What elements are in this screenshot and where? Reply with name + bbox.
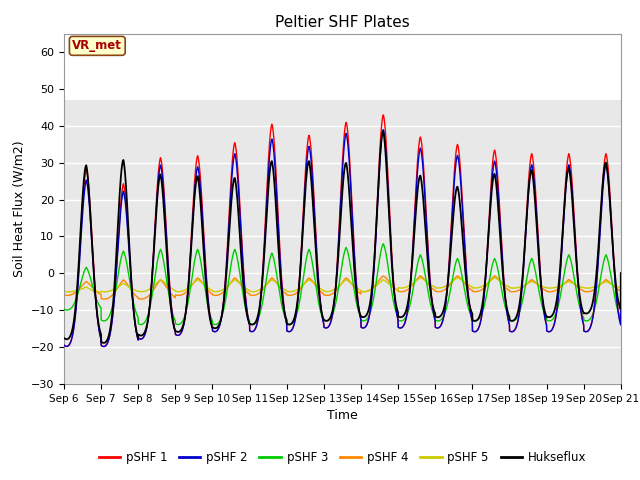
Y-axis label: Soil Heat Flux (W/m2): Soil Heat Flux (W/m2): [12, 141, 25, 277]
Title: Peltier SHF Plates: Peltier SHF Plates: [275, 15, 410, 30]
Legend: pSHF 1, pSHF 2, pSHF 3, pSHF 4, pSHF 5, Hukseflux: pSHF 1, pSHF 2, pSHF 3, pSHF 4, pSHF 5, …: [94, 447, 591, 469]
Text: VR_met: VR_met: [72, 39, 122, 52]
X-axis label: Time: Time: [327, 409, 358, 422]
Bar: [64, 34, 621, 100]
